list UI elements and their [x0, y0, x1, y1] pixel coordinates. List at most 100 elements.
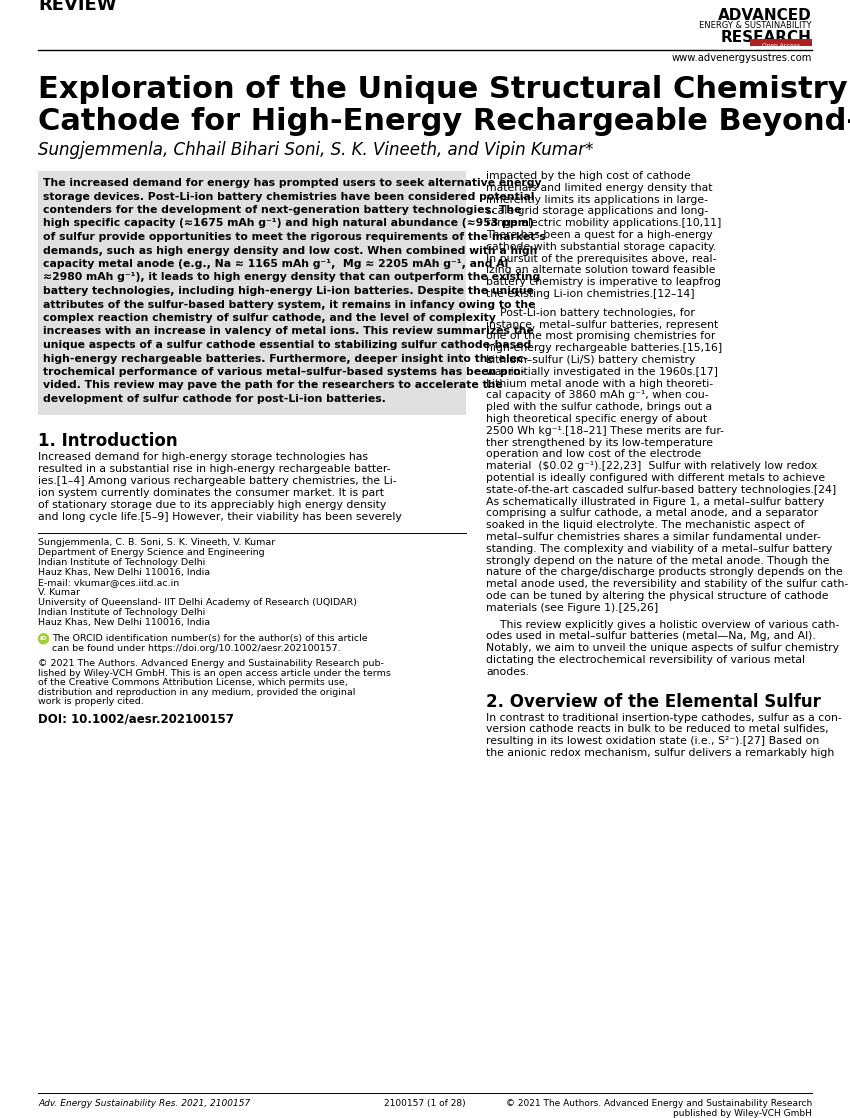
- Text: 1. Introduction: 1. Introduction: [38, 433, 178, 451]
- Text: As schematically illustrated in Figure 1, a metal–sulfur battery: As schematically illustrated in Figure 1…: [486, 496, 824, 506]
- Text: Increased demand for high-energy storage technologies has: Increased demand for high-energy storage…: [38, 453, 368, 463]
- Text: There has been a quest for a high-energy: There has been a quest for a high-energy: [486, 230, 712, 240]
- Text: contenders for the development of next-generation battery technologies. The: contenders for the development of next-g…: [43, 205, 522, 215]
- Text: ≈2980 mAh g⁻¹), it leads to high energy density that can outperform the existing: ≈2980 mAh g⁻¹), it leads to high energy …: [43, 273, 541, 283]
- Text: Lithium metal anode with a high theoreti-: Lithium metal anode with a high theoreti…: [486, 379, 713, 389]
- Text: strongly depend on the nature of the metal anode. Though the: strongly depend on the nature of the met…: [486, 556, 830, 566]
- Text: lished by Wiley-VCH GmbH. This is an open access article under the terms: lished by Wiley-VCH GmbH. This is an ope…: [38, 669, 391, 678]
- Text: In pursuit of the prerequisites above, real-: In pursuit of the prerequisites above, r…: [486, 254, 717, 264]
- Text: ENERGY & SUSTAINABILITY: ENERGY & SUSTAINABILITY: [700, 21, 812, 30]
- Text: Hauz Khas, New Delhi 110016, India: Hauz Khas, New Delhi 110016, India: [38, 568, 210, 577]
- Text: odes used in metal–sulfur batteries (metal—Na, Mg, and Al).: odes used in metal–sulfur batteries (met…: [486, 632, 816, 642]
- Text: nature of the charge/discharge products strongly depends on the: nature of the charge/discharge products …: [486, 568, 842, 577]
- Text: inherently limits its applications in large-: inherently limits its applications in la…: [486, 195, 708, 205]
- Text: impacted by the high cost of cathode: impacted by the high cost of cathode: [486, 171, 691, 181]
- Text: high specific capacity (≈1675 mAh g⁻¹) and high natural abundance (≈953 ppm): high specific capacity (≈1675 mAh g⁻¹) a…: [43, 218, 534, 228]
- Text: distribution and reproduction in any medium, provided the original: distribution and reproduction in any med…: [38, 688, 355, 697]
- Text: dictating the electrochemical reversibility of various metal: dictating the electrochemical reversibil…: [486, 655, 805, 665]
- Text: complex reaction chemistry of sulfur cathode, and the level of complexity: complex reaction chemistry of sulfur cat…: [43, 313, 496, 323]
- Text: 2500 Wh kg⁻¹.[18–21] These merits are fur-: 2500 Wh kg⁻¹.[18–21] These merits are fu…: [486, 426, 724, 436]
- Text: can be found under https://doi.org/10.1002/aesr.202100157.: can be found under https://doi.org/10.10…: [52, 644, 341, 653]
- Text: Sungjemmenla, Chhail Bihari Soni, S. K. Vineeth, and Vipin Kumar*: Sungjemmenla, Chhail Bihari Soni, S. K. …: [38, 141, 593, 159]
- Text: Indian Institute of Technology Delhi: Indian Institute of Technology Delhi: [38, 558, 205, 567]
- Text: cal capacity of 3860 mAh g⁻¹, when cou-: cal capacity of 3860 mAh g⁻¹, when cou-: [486, 390, 709, 400]
- Text: scale grid storage applications and long-: scale grid storage applications and long…: [486, 207, 708, 217]
- Text: of the Creative Commons Attribution License, which permits use,: of the Creative Commons Attribution Lice…: [38, 679, 348, 688]
- Text: © 2021 The Authors. Advanced Energy and Sustainability Research pub-: © 2021 The Authors. Advanced Energy and …: [38, 660, 384, 669]
- Text: University of Queensland- IIT Delhi Academy of Research (UQIDAR): University of Queensland- IIT Delhi Acad…: [38, 598, 357, 607]
- Text: unique aspects of a sulfur cathode essential to stabilizing sulfur cathode-based: unique aspects of a sulfur cathode essen…: [43, 340, 531, 350]
- Text: battery chemistry is imperative to leapfrog: battery chemistry is imperative to leapf…: [486, 277, 721, 287]
- Text: Notably, we aim to unveil the unique aspects of sulfur chemistry: Notably, we aim to unveil the unique asp…: [486, 643, 839, 653]
- Text: battery technologies, including high-energy Li-ion batteries. Despite the unique: battery technologies, including high-ene…: [43, 286, 534, 296]
- Text: E-mail: vkumar@ces.iitd.ac.in: E-mail: vkumar@ces.iitd.ac.in: [38, 578, 179, 587]
- Text: attributes of the sulfur-based battery system, it remains in infancy owing to th: attributes of the sulfur-based battery s…: [43, 300, 536, 310]
- Text: high-energy rechargeable batteries. Furthermore, deeper insight into the elec-: high-energy rechargeable batteries. Furt…: [43, 353, 528, 363]
- Text: anodes.: anodes.: [486, 666, 529, 676]
- Text: 2100157 (1 of 28): 2100157 (1 of 28): [384, 1099, 466, 1108]
- Text: development of sulfur cathode for post-Li-ion batteries.: development of sulfur cathode for post-L…: [43, 394, 386, 404]
- Text: high-energy rechargeable batteries.[15,16]: high-energy rechargeable batteries.[15,1…: [486, 343, 722, 353]
- Text: and long cycle life.[5–9] However, their viability has been severely: and long cycle life.[5–9] However, their…: [38, 512, 402, 521]
- Text: pled with the sulfur cathode, brings out a: pled with the sulfur cathode, brings out…: [486, 402, 712, 413]
- Text: In contrast to traditional insertion-type cathodes, sulfur as a con-: In contrast to traditional insertion-typ…: [486, 712, 842, 722]
- Text: version cathode reacts in bulk to be reduced to metal sulfides,: version cathode reacts in bulk to be red…: [486, 724, 829, 735]
- Text: demands, such as high energy density and low cost. When combined with a high: demands, such as high energy density and…: [43, 246, 537, 256]
- Text: izing an alternate solution toward feasible: izing an alternate solution toward feasi…: [486, 265, 716, 275]
- Text: Cathode for High-Energy Rechargeable Beyond-Li Batteries: Cathode for High-Energy Rechargeable Bey…: [38, 107, 850, 136]
- Text: vided. This review may pave the path for the researchers to accelerate the: vided. This review may pave the path for…: [43, 380, 502, 390]
- Text: Post-Li-ion battery technologies, for: Post-Li-ion battery technologies, for: [486, 307, 694, 318]
- Text: Open Access: Open Access: [762, 42, 800, 48]
- Text: Indian Institute of Technology Delhi: Indian Institute of Technology Delhi: [38, 608, 205, 617]
- FancyBboxPatch shape: [750, 39, 812, 46]
- Text: capacity metal anode (e.g., Na ≈ 1165 mAh g⁻¹,  Mg ≈ 2205 mAh g⁻¹, and Al: capacity metal anode (e.g., Na ≈ 1165 mA…: [43, 259, 508, 269]
- Text: 2. Overview of the Elemental Sulfur: 2. Overview of the Elemental Sulfur: [486, 692, 821, 711]
- Text: ADVANCED: ADVANCED: [718, 8, 812, 23]
- Text: DOI: 10.1002/aesr.202100157: DOI: 10.1002/aesr.202100157: [38, 713, 234, 726]
- Text: operation and low cost of the electrode: operation and low cost of the electrode: [486, 449, 701, 459]
- Text: work is properly cited.: work is properly cited.: [38, 698, 144, 707]
- Text: soaked in the liquid electrolyte. The mechanistic aspect of: soaked in the liquid electrolyte. The me…: [486, 520, 804, 530]
- Text: resulting in its lowest oxidation state (i.e., S²⁻).[27] Based on: resulting in its lowest oxidation state …: [486, 736, 819, 746]
- Text: metal–sulfur chemistries shares a similar fundamental under-: metal–sulfur chemistries shares a simila…: [486, 532, 821, 542]
- Text: the existing Li-ion chemistries.[12–14]: the existing Li-ion chemistries.[12–14]: [486, 288, 694, 299]
- Text: cathode with substantial storage capacity.: cathode with substantial storage capacit…: [486, 241, 717, 252]
- Text: metal anode used, the reversibility and stability of the sulfur cath-: metal anode used, the reversibility and …: [486, 579, 848, 589]
- Text: the anionic redox mechanism, sulfur delivers a remarkably high: the anionic redox mechanism, sulfur deli…: [486, 748, 834, 758]
- Text: potential is ideally configured with different metals to achieve: potential is ideally configured with dif…: [486, 473, 825, 483]
- Text: This review explicitly gives a holistic overview of various cath-: This review explicitly gives a holistic …: [486, 619, 839, 629]
- Text: of sulfur provide opportunities to meet the rigorous requirements of the market’: of sulfur provide opportunities to meet …: [43, 233, 546, 241]
- Circle shape: [38, 634, 48, 644]
- Text: increases with an increase in valency of metal ions. This review summarizes the: increases with an increase in valency of…: [43, 326, 534, 337]
- Text: The ORCID identification number(s) for the author(s) of this article: The ORCID identification number(s) for t…: [52, 634, 367, 643]
- Text: REVIEW: REVIEW: [38, 0, 116, 15]
- Text: published by Wiley-VCH GmbH: published by Wiley-VCH GmbH: [673, 1109, 812, 1118]
- Text: © 2021 The Authors. Advanced Energy and Sustainability Research: © 2021 The Authors. Advanced Energy and …: [506, 1099, 812, 1108]
- Text: Department of Energy Science and Engineering: Department of Energy Science and Enginee…: [38, 548, 264, 557]
- Text: ode can be tuned by altering the physical structure of cathode: ode can be tuned by altering the physica…: [486, 591, 829, 601]
- Text: Exploration of the Unique Structural Chemistry of Sulfur: Exploration of the Unique Structural Che…: [38, 75, 850, 104]
- Text: standing. The complexity and viability of a metal–sulfur battery: standing. The complexity and viability o…: [486, 543, 832, 553]
- Text: ion system currently dominates the consumer market. It is part: ion system currently dominates the consu…: [38, 487, 384, 498]
- Text: instance, metal–sulfur batteries, represent: instance, metal–sulfur batteries, repres…: [486, 320, 718, 330]
- Text: iD: iD: [40, 636, 48, 641]
- Text: Hauz Khas, New Delhi 110016, India: Hauz Khas, New Delhi 110016, India: [38, 618, 210, 627]
- Text: Lithium–sulfur (Li/S) battery chemistry: Lithium–sulfur (Li/S) battery chemistry: [486, 356, 695, 364]
- Text: Sungjemmenla, C. B. Soni, S. K. Vineeth, V. Kumar: Sungjemmenla, C. B. Soni, S. K. Vineeth,…: [38, 538, 275, 548]
- Text: materials and limited energy density that: materials and limited energy density tha…: [486, 183, 712, 192]
- Text: material  ($0.02 g⁻¹).[22,23]  Sulfur with relatively low redox: material ($0.02 g⁻¹).[22,23] Sulfur with…: [486, 462, 817, 471]
- Text: one of the most promising chemistries for: one of the most promising chemistries fo…: [486, 331, 716, 341]
- Text: high theoretical specific energy of about: high theoretical specific energy of abou…: [486, 414, 707, 424]
- Text: trochemical performance of various metal–sulfur-based systems has been pro-: trochemical performance of various metal…: [43, 367, 525, 377]
- Text: materials (see Figure 1).[25,26]: materials (see Figure 1).[25,26]: [486, 603, 658, 613]
- Text: V. Kumar: V. Kumar: [38, 588, 80, 597]
- FancyBboxPatch shape: [38, 171, 466, 415]
- Text: comprising a sulfur cathode, a metal anode, and a separator: comprising a sulfur cathode, a metal ano…: [486, 509, 818, 519]
- Text: ther strengthened by its low-temperature: ther strengthened by its low-temperature: [486, 437, 713, 447]
- Text: The increased demand for energy has prompted users to seek alternative energy: The increased demand for energy has prom…: [43, 178, 541, 188]
- Text: of stationary storage due to its appreciably high energy density: of stationary storage due to its appreci…: [38, 500, 386, 510]
- Text: www.advenergysustres.com: www.advenergysustres.com: [672, 53, 812, 63]
- Text: was initially investigated in the 1960s.[17]: was initially investigated in the 1960s.…: [486, 367, 718, 377]
- Text: range electric mobility applications.[10,11]: range electric mobility applications.[10…: [486, 218, 722, 228]
- Text: resulted in a substantial rise in high-energy rechargeable batter-: resulted in a substantial rise in high-e…: [38, 464, 390, 474]
